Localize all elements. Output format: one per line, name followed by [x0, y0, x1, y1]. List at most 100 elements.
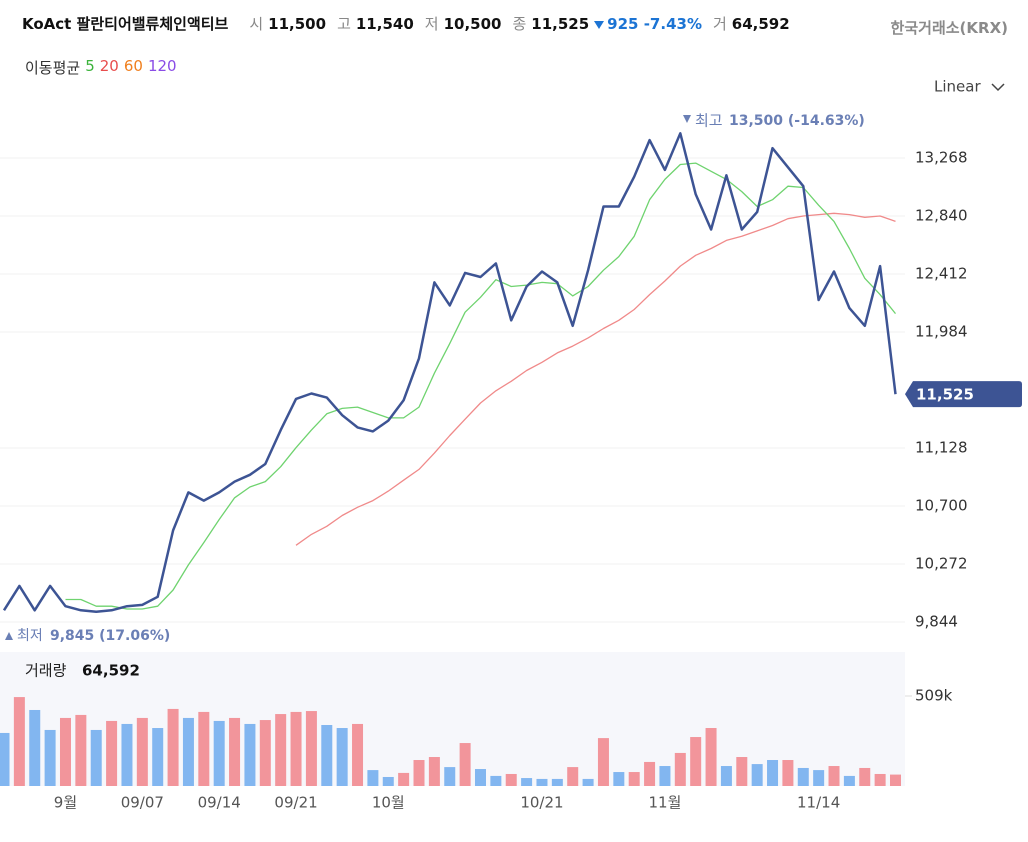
volume-bar: [167, 708, 179, 786]
volume-bar: [736, 757, 748, 786]
low-value: 9,845 (17.06%): [50, 628, 170, 644]
y-tick-label: 9,844: [915, 612, 958, 630]
volume-pane: [0, 652, 905, 786]
x-tick-label: 11/14: [797, 794, 840, 812]
volume-bar: [90, 729, 102, 786]
volume-bar: [705, 728, 717, 786]
volume-bar: [106, 720, 118, 786]
volume-bar: [182, 717, 194, 786]
volume-bar: [720, 766, 732, 786]
volume-bar: [29, 709, 41, 786]
y-tick-label: 11,984: [915, 322, 968, 340]
down-arrow: [594, 21, 605, 29]
volume-bar: [59, 717, 71, 786]
volume-bar: [244, 723, 256, 786]
y-tick-label: 12,840: [915, 206, 968, 224]
quote-value: 11,500: [268, 15, 327, 33]
high-label: 최고: [695, 112, 723, 130]
y-tick-label: 10,700: [915, 496, 968, 514]
volume-bar: [828, 766, 840, 786]
y-tick-label: 509k: [915, 687, 953, 705]
high-arrow: [683, 115, 691, 123]
quote-value: 10,500: [443, 15, 502, 33]
volume-bar: [229, 717, 241, 786]
volume-bar: [382, 776, 394, 786]
ma-line: [295, 212, 896, 546]
volume-bar: [505, 773, 517, 786]
volume-bar: [859, 767, 871, 786]
volume-bar: [275, 714, 287, 786]
low-label: 최저: [17, 628, 43, 644]
volume-bar: [567, 767, 579, 786]
volume-bar: [490, 775, 502, 786]
volume-bar: [674, 752, 686, 786]
etf-name: KoAct 팔란티어밸류체인액티브: [22, 15, 229, 33]
volume-bar: [890, 774, 901, 786]
volume-bar: [290, 711, 302, 786]
y-tick-label: 10,272: [915, 554, 968, 572]
ma-item: 5: [85, 57, 95, 75]
volume-title: 거래량: [25, 662, 67, 680]
x-tick-label: 10/21: [520, 794, 563, 812]
last-price-label: 11,525: [916, 386, 974, 404]
quote-label: 시: [249, 15, 264, 33]
volume-bar: [336, 728, 348, 786]
header: KoAct 팔란티어밸류체인액티브 시 11,500 고 11,540 저 10,50…: [22, 13, 790, 34]
price-line: [2, 132, 897, 613]
volume-bar: [521, 778, 533, 786]
quote-value: 11,540: [355, 15, 414, 33]
volume-bar: [597, 738, 609, 786]
quote-label: 거: [712, 15, 727, 33]
volume-bar: [44, 729, 56, 786]
ma-line: [65, 162, 897, 610]
volume-bar: [582, 778, 594, 786]
x-tick-label: 9월: [54, 794, 77, 812]
volume-bar: [136, 717, 148, 786]
volume-bar: [444, 767, 456, 786]
quote-label: 고: [337, 15, 351, 33]
exchange: 한국거래소(KRX): [890, 19, 1008, 37]
y-tick-label: 11,128: [915, 438, 968, 456]
high-value: 13,500 (-14.63%): [729, 113, 865, 129]
volume-bar: [428, 757, 440, 786]
volume-bar: [367, 770, 379, 786]
volume-bar: [628, 772, 640, 786]
volume-bar: [413, 760, 425, 786]
volume-bar: [198, 711, 210, 786]
volume-bar: [644, 761, 656, 786]
volume-bar: [767, 760, 779, 786]
y-tick-label: 12,412: [915, 264, 968, 282]
volume-bar: [121, 723, 133, 786]
volume-bar: [551, 778, 563, 786]
volume-bar: [659, 766, 671, 786]
volume-bar: [321, 725, 333, 786]
volume-last: 64,592: [82, 662, 140, 680]
volume-bar: [874, 773, 886, 786]
x-tick-label: 09/07: [121, 794, 164, 812]
volume-bar: [259, 720, 271, 786]
volume-bar: [843, 775, 855, 786]
change: 925 -7.43%: [594, 15, 702, 33]
volume-bar: [13, 697, 25, 786]
x-tick-label: 10월: [372, 794, 405, 812]
volume-bar: [613, 772, 625, 786]
volume-bar: [352, 723, 364, 786]
x-tick-label: 11월: [648, 794, 681, 812]
quote-label: 종: [512, 15, 527, 33]
volume-bar: [797, 767, 809, 786]
quote-label: 저: [424, 15, 439, 33]
chevron[interactable]: [991, 83, 1005, 92]
ma-legend: 이동평균 5 20 60 120: [25, 57, 177, 78]
scale-menu[interactable]: Linear: [934, 78, 981, 96]
ma-item: 20: [99, 57, 119, 75]
volume-bar: [536, 778, 548, 786]
volume-bar: [751, 764, 763, 786]
x-tick-label: 09/14: [198, 794, 241, 812]
ma-item: 60: [123, 57, 143, 75]
volume-bar: [782, 760, 794, 786]
volume-bar: [152, 728, 164, 786]
change-value: 925 -7.43%: [607, 15, 702, 33]
quote-value: 11,525: [531, 15, 590, 33]
